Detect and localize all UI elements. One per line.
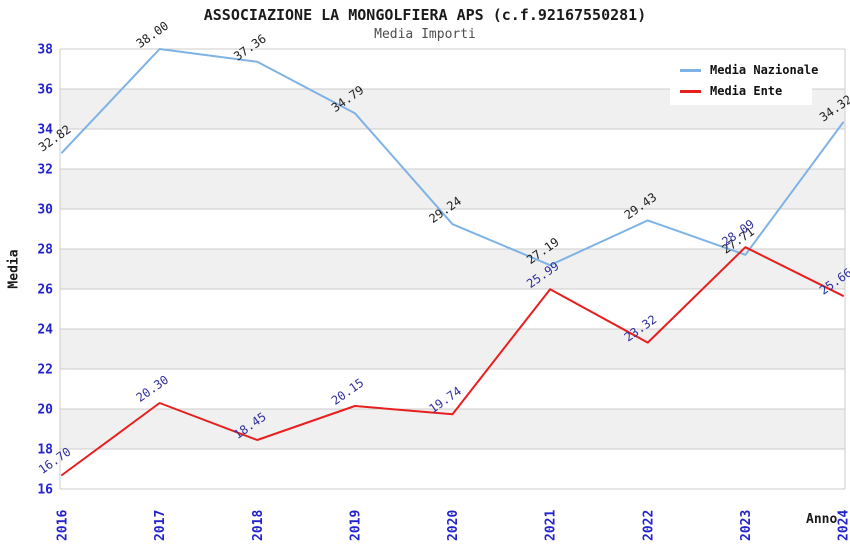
x-tick-label: 2017 (153, 510, 168, 541)
legend-label-media-nazionale: Media Nazionale (710, 63, 819, 77)
x-tick-label: 2016 (56, 510, 71, 541)
y-tick-label: 30 (37, 203, 53, 218)
plot-band (60, 169, 845, 209)
y-tick-label: 18 (37, 443, 53, 458)
y-tick-label: 32 (37, 163, 53, 178)
series-line (61, 246, 844, 476)
plot-band (60, 249, 845, 289)
legend-item-media-nazionale: Media Nazionale (680, 63, 818, 77)
x-tick-label: 2024 (837, 510, 850, 541)
x-tick-label: 2022 (641, 510, 656, 541)
x-tick-label: 2021 (544, 510, 559, 541)
y-tick-label: 22 (37, 363, 53, 378)
y-tick-label: 34 (37, 123, 53, 138)
x-tick-label: 2023 (739, 510, 754, 541)
legend-item-media-ente: Media Ente (680, 84, 812, 98)
data-point-label: 20.30 (134, 373, 172, 405)
y-tick-label: 20 (37, 403, 53, 418)
y-tick-label: 36 (37, 83, 53, 98)
plot-band (60, 329, 845, 369)
x-tick-label: 2020 (446, 510, 461, 541)
x-tick-label: 2019 (348, 510, 363, 541)
media-nazionale-line-swatch (680, 68, 701, 72)
legend: Media Nazionale Media Ente (670, 56, 818, 105)
media-ente-line-swatch (680, 89, 701, 93)
data-point-label: 20.15 (329, 376, 367, 408)
y-tick-label: 26 (37, 283, 53, 298)
legend-label-media-ente: Media Ente (710, 84, 783, 98)
y-tick-label: 28 (37, 243, 53, 258)
series-line (61, 48, 844, 267)
chart-title: ASSOCIAZIONE LA MONGOLFIERA APS (c.f.921… (203, 6, 647, 24)
y-axis-title: Media (6, 249, 22, 289)
y-tick-label: 16 (37, 483, 53, 498)
x-axis-title: Anno (806, 512, 838, 527)
y-tick-label: 24 (37, 323, 53, 338)
chart-subtitle: Media Importi (374, 27, 476, 42)
y-tick-label: 38 (37, 43, 53, 58)
x-tick-label: 2018 (251, 510, 266, 541)
